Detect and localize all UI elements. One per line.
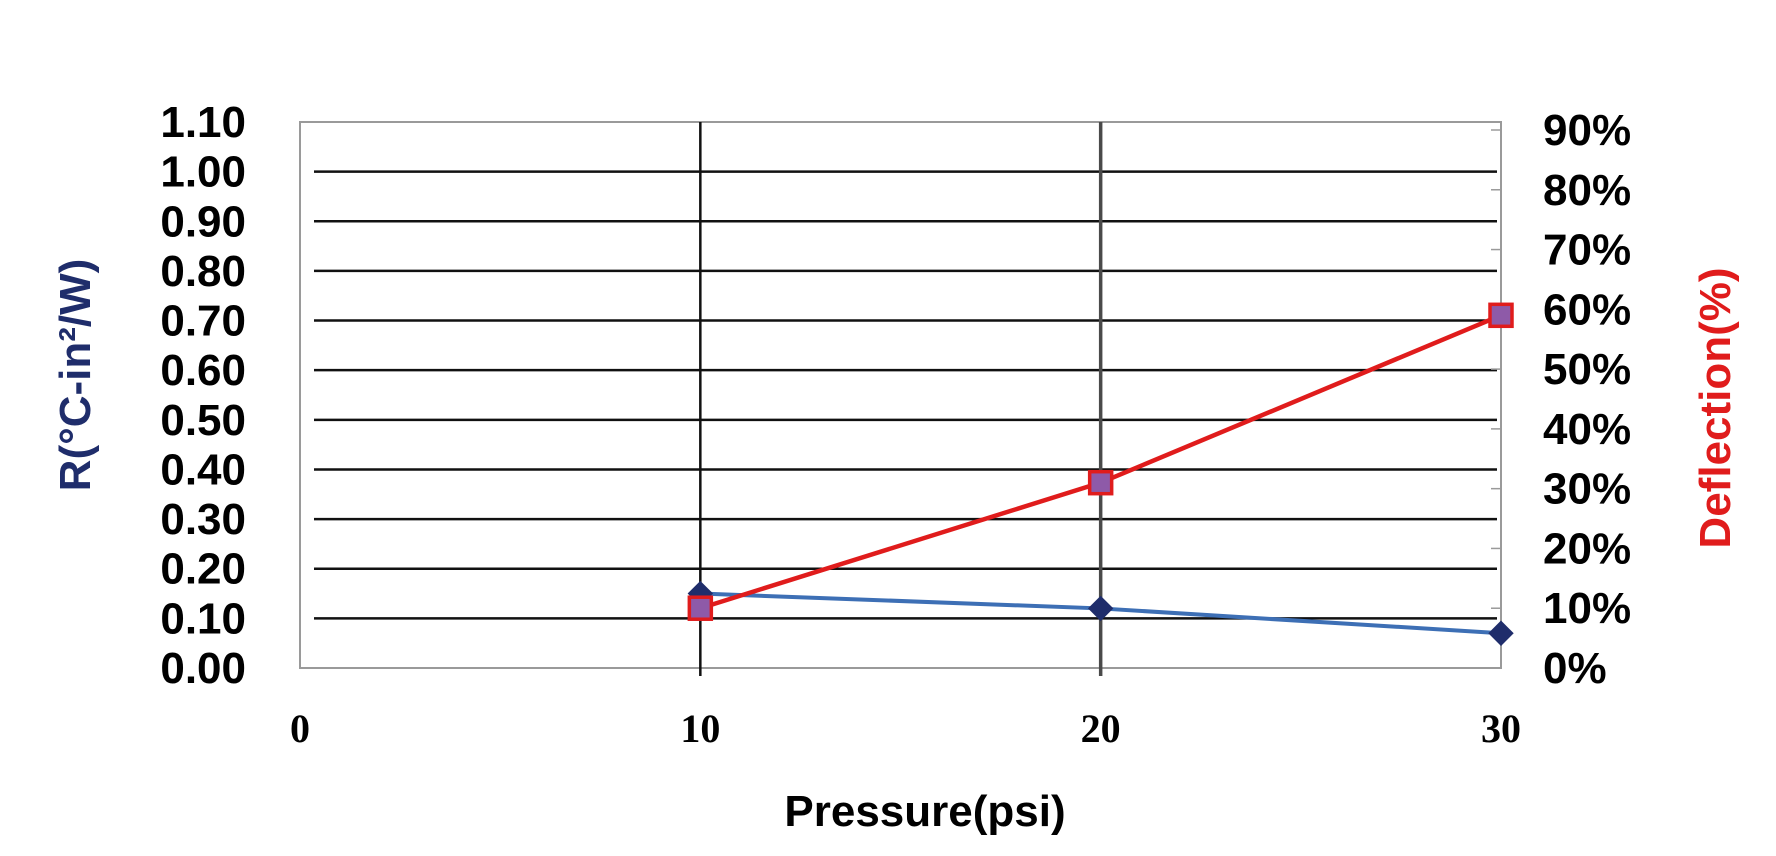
y-tick-label: 1.10 bbox=[160, 98, 246, 147]
data-point-diamond bbox=[1488, 620, 1514, 646]
y2-tick-label: 30% bbox=[1543, 465, 1631, 514]
gridlines bbox=[314, 122, 1497, 676]
y-tick-label: 0.20 bbox=[160, 545, 246, 594]
series-deflection bbox=[687, 302, 1514, 621]
x-tick-label: 0 bbox=[290, 706, 310, 751]
left-axis-ticks: 0.000.100.200.300.400.500.600.700.800.90… bbox=[160, 98, 246, 693]
series-layer bbox=[687, 302, 1514, 646]
y2-tick-label: 70% bbox=[1543, 226, 1631, 275]
data-point-square bbox=[687, 595, 714, 621]
plot-area bbox=[299, 121, 1502, 669]
x-tick-label: 20 bbox=[1081, 706, 1121, 751]
y-tick-label: 0.90 bbox=[160, 197, 246, 246]
y-tick-label: 0.00 bbox=[160, 644, 246, 693]
y2-tick-label: 60% bbox=[1543, 285, 1631, 334]
y2-tick-label: 0% bbox=[1543, 644, 1607, 693]
y2-tick-label: 40% bbox=[1543, 405, 1631, 454]
y-tick-label: 0.70 bbox=[160, 297, 246, 346]
y-tick-label: 0.10 bbox=[160, 594, 246, 643]
data-point-square bbox=[1087, 469, 1114, 496]
data-point-diamond bbox=[1087, 595, 1114, 622]
y-tick-label: 1.00 bbox=[160, 148, 246, 197]
y2-tick-label: 10% bbox=[1543, 584, 1631, 633]
x-tick-label: 30 bbox=[1481, 706, 1521, 751]
y2-tick-label: 50% bbox=[1543, 345, 1631, 394]
y-tick-label: 0.50 bbox=[160, 396, 246, 445]
y-tick-label: 0.30 bbox=[160, 495, 246, 544]
y2-tick-label: 90% bbox=[1543, 106, 1631, 155]
data-point-square bbox=[1488, 302, 1514, 329]
y-tick-label: 0.40 bbox=[160, 445, 246, 494]
x-tick-label: 10 bbox=[680, 706, 720, 751]
y-tick-label: 0.60 bbox=[160, 346, 246, 395]
y-tick-label: 0.80 bbox=[160, 247, 246, 296]
y-axis-title: R(°C-in²/W) bbox=[51, 259, 100, 492]
y2-axis-title: Deflection(%) bbox=[1691, 267, 1740, 548]
plot-frame bbox=[299, 121, 1502, 669]
y2-tick-label: 80% bbox=[1543, 166, 1631, 215]
right-axis-ticks: 0% 10% 20% 30% 40% 50% 60% 70% 80% 90% bbox=[1491, 106, 1631, 693]
y2-tick-label: 20% bbox=[1543, 524, 1631, 573]
x-axis-ticks: 0 10 20 30 bbox=[290, 706, 1521, 751]
x-axis-title: Pressure(psi) bbox=[784, 787, 1065, 836]
